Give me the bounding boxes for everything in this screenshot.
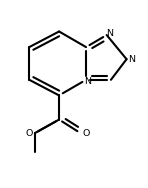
Text: N: N (84, 77, 91, 86)
Text: O: O (26, 129, 33, 138)
Text: N: N (106, 29, 113, 38)
Text: O: O (82, 129, 90, 138)
Text: N: N (128, 55, 135, 64)
